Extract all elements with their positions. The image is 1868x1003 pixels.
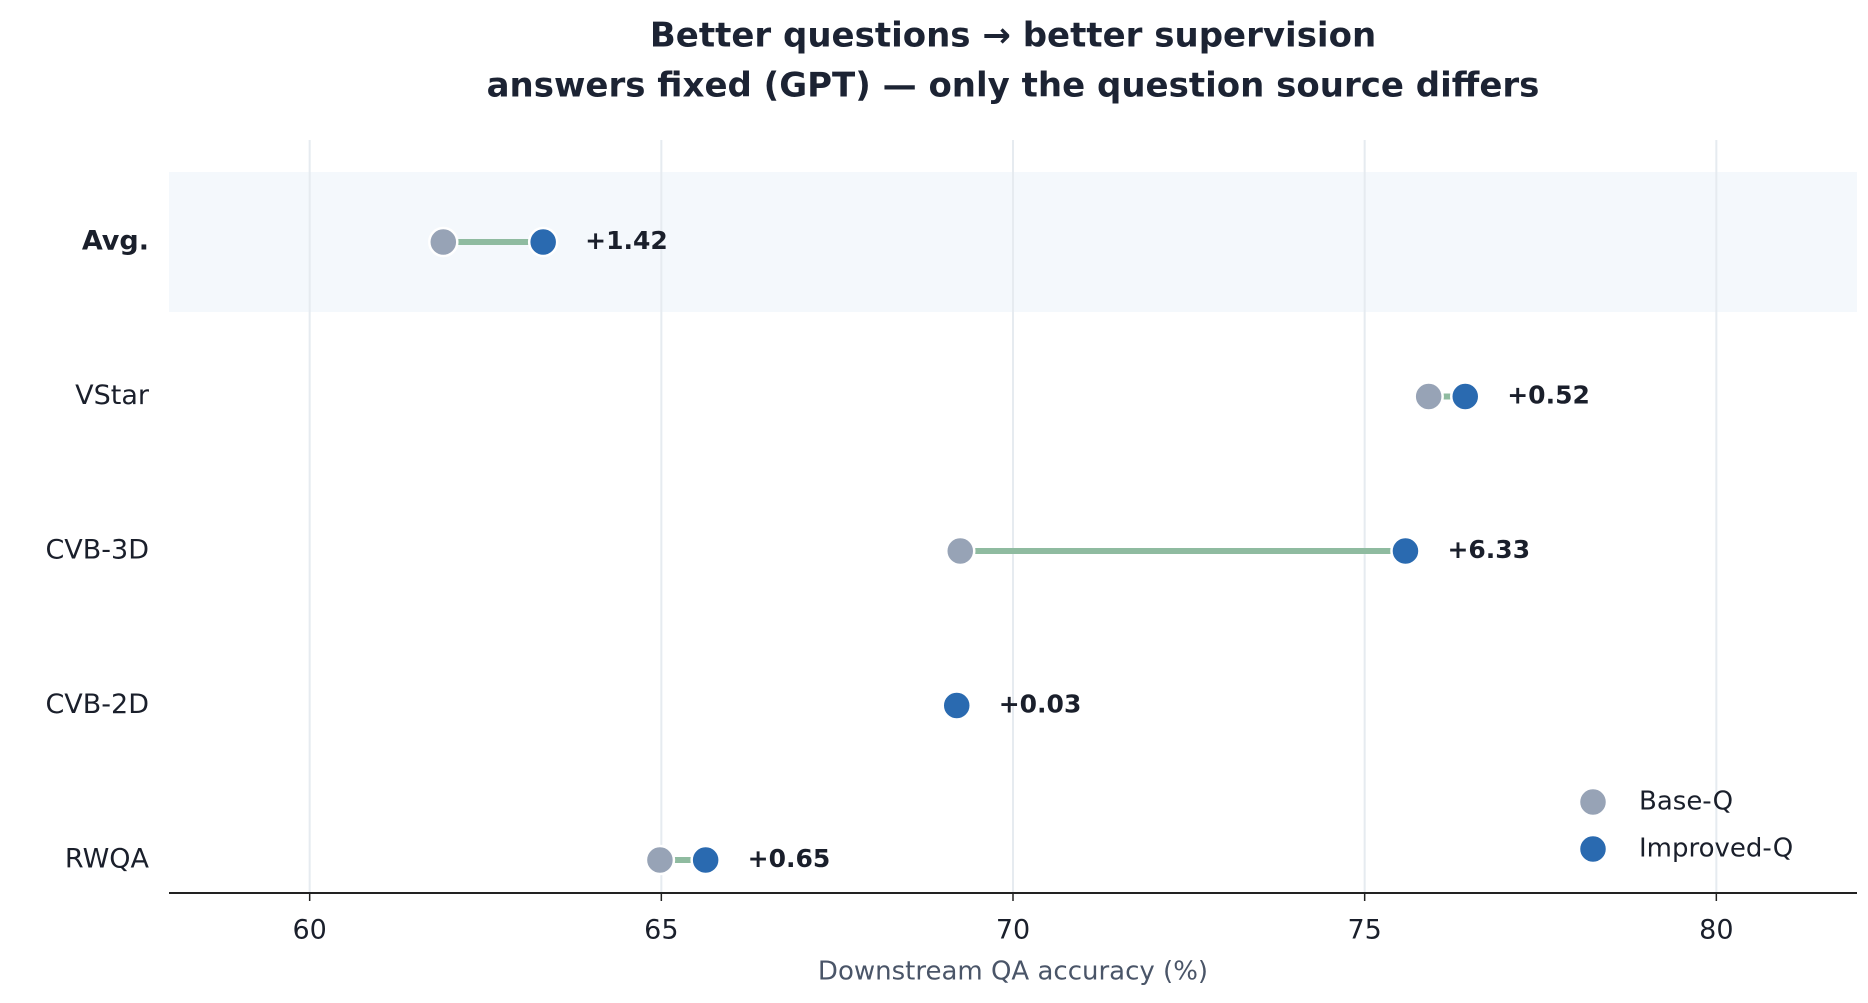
- y-tick-label: RWQA: [65, 844, 150, 875]
- delta-label: +0.52: [1507, 381, 1590, 410]
- y-tick-label: VStar: [75, 380, 150, 411]
- improved-marker: [1390, 535, 1421, 567]
- delta-label: +1.42: [585, 226, 668, 255]
- delta-label: +0.03: [999, 690, 1082, 719]
- improved-marker: [527, 226, 559, 258]
- x-axis-label: Downstream QA accuracy (%): [818, 957, 1208, 987]
- x-tick-label: 80: [1699, 915, 1733, 946]
- x-tick-label: 75: [1347, 915, 1381, 946]
- chart-subtitle: answers fixed (GPT) — only the question …: [487, 66, 1540, 106]
- base-marker: [428, 226, 459, 258]
- base-marker: [1413, 381, 1444, 412]
- y-tick-label: CVB-2D: [45, 689, 149, 720]
- x-tick-label: 70: [996, 915, 1030, 946]
- improved-marker: [1449, 381, 1481, 412]
- legend-marker: [1577, 786, 1609, 818]
- improved-marker: [941, 690, 972, 721]
- y-tick-label: CVB-3D: [45, 535, 149, 566]
- x-tick-label: 60: [292, 915, 326, 946]
- legend-label: Improved-Q: [1639, 834, 1793, 864]
- base-marker: [945, 535, 976, 567]
- y-tick-label: Avg.: [82, 226, 149, 257]
- chart-title: Better questions → better supervision: [650, 16, 1376, 56]
- x-tick-label: 65: [644, 915, 678, 946]
- base-marker: [644, 844, 676, 876]
- delta-label: +0.65: [748, 844, 831, 873]
- delta-label: +6.33: [1447, 535, 1530, 564]
- legend-label: Base-Q: [1639, 787, 1733, 817]
- improved-marker: [690, 844, 721, 876]
- legend-marker: [1577, 833, 1609, 865]
